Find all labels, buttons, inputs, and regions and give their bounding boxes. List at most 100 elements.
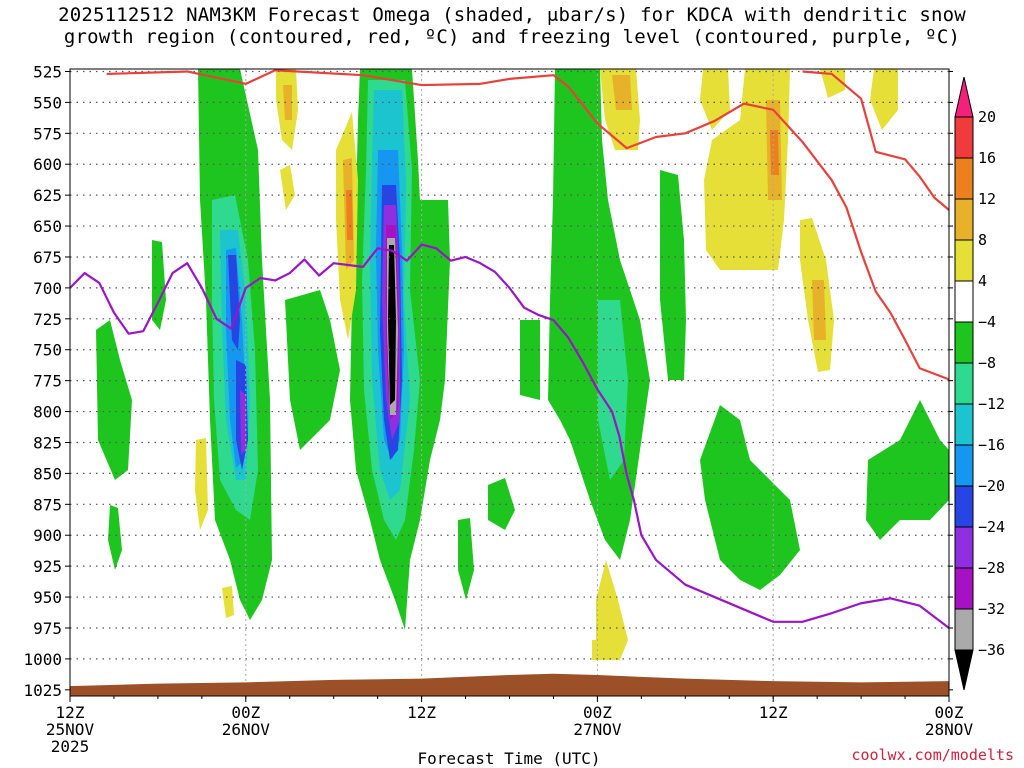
- y-tick-label: 800: [33, 403, 62, 422]
- colorbar-box: [954, 157, 974, 200]
- y-tick-label: 550: [33, 93, 62, 112]
- y-tick-label: 625: [33, 186, 62, 205]
- y-tick-label: 1025: [23, 681, 62, 700]
- y-tick-label: 750: [33, 341, 62, 360]
- colorbar-box: [954, 567, 974, 610]
- omega-shading: [96, 69, 949, 660]
- x-tick-label: 12Z: [56, 703, 85, 722]
- colorbar-label: −16: [978, 436, 1005, 454]
- x-tick-label: 12Z: [407, 703, 436, 722]
- colorbar-top-triangle: [954, 76, 974, 118]
- x-tick-label: 2025: [51, 737, 90, 756]
- colorbar-box: [954, 321, 974, 364]
- colorbar-label: −20: [978, 477, 1005, 495]
- colorbar-label: −32: [978, 600, 1005, 618]
- colorbar-box: [954, 239, 974, 282]
- omega-shade: [598, 300, 628, 480]
- omega-shade: [280, 165, 295, 210]
- y-tick-label: 600: [33, 155, 62, 174]
- omega-shade: [283, 85, 292, 120]
- colorbar-box: [954, 485, 974, 528]
- omega-shade: [388, 245, 396, 405]
- y-tick-label: 700: [33, 279, 62, 298]
- x-axis-title: Forecast Time (UTC): [417, 749, 600, 768]
- colorbar-label: 12: [978, 190, 996, 208]
- omega-shade: [195, 438, 208, 530]
- omega-shade: [96, 320, 132, 480]
- colorbar-box: [954, 608, 974, 651]
- y-tick-label: 925: [33, 557, 62, 576]
- freezing-level-contour: [70, 243, 949, 629]
- chart-title-line1: 2025112512 NAM3KM Forecast Omega (shaded…: [58, 4, 966, 26]
- omega-shade: [812, 280, 826, 340]
- colorbar-label: 20: [978, 108, 996, 126]
- contours: [70, 69, 949, 629]
- y-tick-label: 525: [33, 62, 62, 81]
- omega-shade: [660, 170, 686, 380]
- colorbar-box: [954, 362, 974, 405]
- x-tick-label: 00Z: [583, 703, 612, 722]
- y-tick-label: 850: [33, 464, 62, 483]
- colorbar-box: [954, 116, 974, 159]
- colorbar: 20 16 12 8 4 −4 −8 −12 −16 −20 −24 −28 −32 −36: [954, 76, 1005, 691]
- colorbar-label: −4: [978, 313, 996, 331]
- y-tick-label: 950: [33, 588, 62, 607]
- y-tick-label: 975: [33, 619, 62, 638]
- omega-shade: [770, 130, 779, 175]
- dendritic-growth-contour-2: [802, 70, 949, 211]
- y-tick-label: 725: [33, 310, 62, 329]
- omega-shade: [700, 405, 800, 590]
- y-tick-label: 675: [33, 248, 62, 267]
- omega-shade: [458, 518, 474, 600]
- y-tick-label: 775: [33, 372, 62, 391]
- x-tick-label: 28NOV: [925, 720, 974, 739]
- omega-shade: [820, 69, 845, 98]
- colorbar-box: [954, 444, 974, 487]
- omega-shade: [596, 560, 628, 660]
- colorbar-bottom-triangle: [954, 649, 974, 691]
- y-tick-label: 875: [33, 495, 62, 514]
- credit-link[interactable]: coolwx.com/modelts: [851, 746, 1014, 764]
- x-tick-label: 25NOV: [46, 720, 95, 739]
- colorbar-box: [954, 403, 974, 446]
- terrain-fill: [70, 673, 949, 696]
- y-tick-label: 825: [33, 433, 62, 452]
- omega-shade: [152, 240, 166, 330]
- y-tick-label: 900: [33, 526, 62, 545]
- dendritic-growth-contour: [106, 69, 949, 381]
- x-tick-label: 26NOV: [222, 720, 271, 739]
- colorbar-label: −24: [978, 518, 1005, 536]
- terrain: [70, 673, 949, 696]
- omega-shade: [228, 255, 240, 350]
- x-tick-label: 00Z: [935, 703, 964, 722]
- y-tick-label: 1000: [23, 650, 62, 669]
- colorbar-box: [954, 280, 974, 323]
- omega-shade: [108, 505, 122, 570]
- y-axis: 525 550 575 600 625 650 675 700 725 750 775 800 825 8…: [23, 62, 953, 700]
- y-tick-label: 650: [33, 217, 62, 236]
- omega-shade: [870, 69, 898, 130]
- omega-shade: [520, 320, 540, 400]
- colorbar-label: −8: [978, 354, 996, 372]
- y-tick-label: 575: [33, 124, 62, 143]
- colorbar-label: −12: [978, 395, 1005, 413]
- colorbar-label: 8: [978, 231, 987, 249]
- omega-shade: [346, 190, 353, 240]
- x-tick-label: 00Z: [231, 703, 260, 722]
- colorbar-label: −36: [978, 641, 1005, 659]
- omega-shade: [222, 586, 234, 618]
- chart-title-line2: growth region (contoured, red, ºC) and f…: [63, 26, 961, 48]
- x-tick-label: 12Z: [759, 703, 788, 722]
- x-tick-label: 27NOV: [573, 720, 622, 739]
- omega-shade: [612, 75, 632, 110]
- colorbar-label: 16: [978, 149, 996, 167]
- colorbar-box: [954, 526, 974, 569]
- omega-shade: [240, 390, 246, 455]
- omega-shade: [700, 69, 730, 130]
- omega-shade: [488, 478, 515, 530]
- omega-shade: [285, 290, 340, 450]
- omega-shade: [592, 640, 600, 660]
- colorbar-label: −28: [978, 559, 1005, 577]
